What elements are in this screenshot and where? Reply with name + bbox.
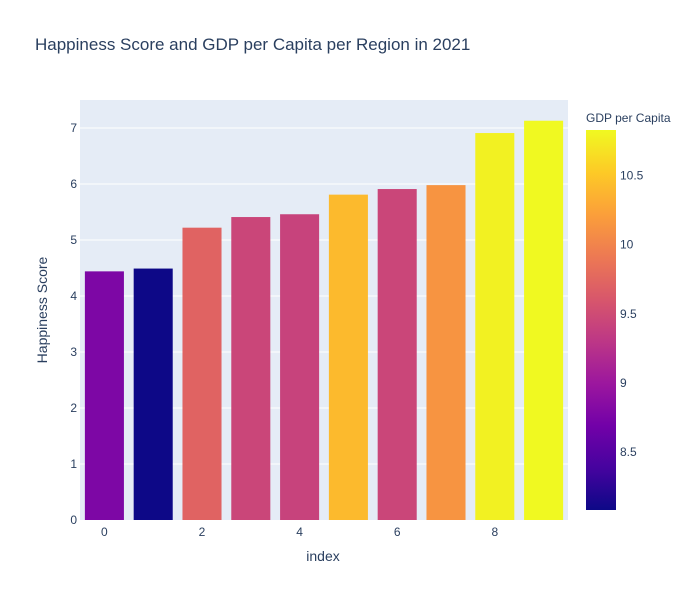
y-tick-label: 3 [70,345,77,359]
x-tick-label: 8 [491,525,498,539]
x-tick-label: 2 [199,525,206,539]
y-tick-label: 6 [70,177,77,191]
colorbar-tick-label: 10.5 [620,169,644,183]
bar [475,133,515,521]
colorbar-title: GDP per Capita [586,111,671,125]
bar [426,185,466,520]
bar [84,271,124,520]
bar [377,189,417,521]
chart-title: Happiness Score and GDP per Capita per R… [35,35,470,54]
colorbar-tick-label: 10 [620,238,634,252]
y-tick-label: 4 [70,289,77,303]
y-tick-label: 7 [70,121,77,135]
bar [524,120,564,520]
bar [231,217,271,521]
bar [133,268,173,520]
y-tick-label: 5 [70,233,77,247]
bar [328,194,368,520]
x-tick-labels: 0 2 4 6 8 [101,525,498,539]
colorbar [586,130,616,510]
colorbar-tick-label: 9 [620,376,627,390]
y-tick-labels: 0 1 2 3 4 5 6 7 [70,121,77,527]
colorbar-tick-label: 8.5 [620,445,637,459]
x-axis-title: index [306,548,339,564]
colorbar-tick-labels: 8.5 9 9.5 10 10.5 [620,169,644,459]
x-tick-label: 0 [101,525,108,539]
bars [84,120,564,521]
bar [280,214,320,521]
y-tick-label: 0 [70,513,77,527]
y-axis-title: Happiness Score [34,256,50,363]
y-tick-label: 1 [70,457,77,471]
bar [182,227,222,520]
colorbar-tick-label: 9.5 [620,307,637,321]
y-tick-label: 2 [70,401,77,415]
x-tick-label: 6 [394,525,401,539]
x-tick-label: 4 [296,525,303,539]
